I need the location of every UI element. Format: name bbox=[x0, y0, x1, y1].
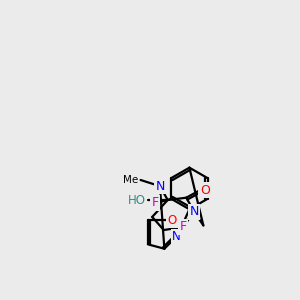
Text: N: N bbox=[189, 205, 199, 218]
Text: F: F bbox=[152, 196, 159, 209]
Text: N: N bbox=[155, 180, 165, 193]
Text: Me: Me bbox=[123, 175, 138, 185]
Text: F: F bbox=[180, 220, 187, 233]
Text: N: N bbox=[172, 230, 181, 243]
Text: O: O bbox=[200, 184, 210, 196]
Text: HO: HO bbox=[128, 194, 146, 206]
Text: O: O bbox=[167, 214, 177, 227]
